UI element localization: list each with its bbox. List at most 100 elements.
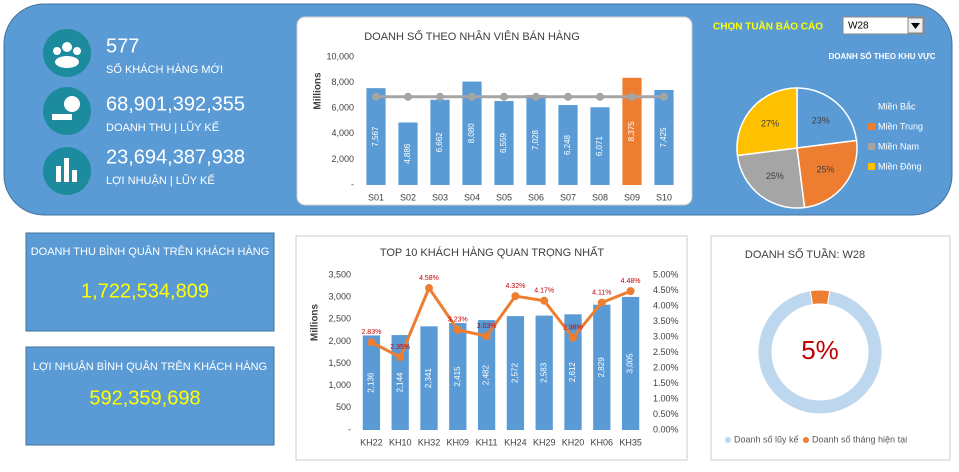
line-value-label: 4.58% [419, 275, 439, 282]
bar-value-label: 4,886 [403, 143, 412, 164]
line-marker [660, 92, 668, 101]
bar-value-label: 2,482 [482, 364, 491, 385]
line-value-label: 4.17% [534, 288, 554, 295]
y-axis-label: Millions [310, 303, 321, 341]
bar-value-label: 2,144 [395, 372, 404, 393]
chart-panel [710, 235, 951, 461]
x-tick-label: S05 [496, 192, 512, 202]
line-value-label: 4.11% [592, 289, 611, 296]
bar-value-label: 2,341 [424, 368, 433, 389]
x-tick-label: S07 [560, 192, 576, 202]
kpi-label: LỢI NHUẬN | LŨY KẾ [106, 174, 215, 187]
y-tick-label: - [348, 424, 351, 434]
legend-swatch [868, 123, 875, 130]
legend-label: Miền Nam [878, 141, 919, 151]
average-card [25, 346, 275, 446]
x-tick-label: S01 [368, 192, 384, 202]
y-axis-label: Millions [313, 72, 324, 110]
kpi-label: SỐ KHÁCH HÀNG MỚI [106, 62, 223, 76]
line-marker [425, 284, 433, 293]
average-card [25, 232, 275, 332]
bar [558, 105, 578, 185]
chart-title: DOANH SỐ THEO NHÂN VIÊN BÁN HÀNG [364, 29, 580, 43]
line-marker [564, 92, 572, 101]
y2-tick-label: 4.50% [653, 285, 679, 295]
bar [593, 304, 611, 430]
bar-value-label: 6,559 [499, 132, 508, 153]
icon-glyphs [52, 42, 81, 182]
legend-swatch [803, 437, 809, 443]
legend-label: Doanh số lũy kế [734, 434, 799, 444]
y-tick-label: - [351, 179, 354, 189]
y-tick-label: 1,500 [328, 358, 351, 368]
line-marker [626, 287, 635, 296]
line-value-label: 2.98% [563, 324, 583, 331]
x-tick-label: KH22 [360, 437, 383, 447]
x-tick-label: KH24 [504, 437, 527, 447]
line-marker [628, 92, 636, 101]
y-tick-label: 3,500 [328, 269, 351, 279]
slice-label: 25% [766, 171, 784, 181]
pie-slice [736, 147, 806, 209]
selected-week[interactable]: W28 [848, 21, 869, 32]
bar-value-label: 6,248 [563, 134, 572, 155]
x-tick-label: S10 [656, 192, 672, 202]
x-tick-label: KH10 [389, 437, 412, 447]
x-tick-label: KH35 [619, 437, 642, 447]
kpi-label: DOANH THU | LŨY KẾ [106, 121, 219, 134]
x-tick-label: KH20 [562, 437, 585, 447]
center-label: 5% [801, 335, 839, 365]
bar-value-label: 2,572 [511, 362, 520, 383]
y2-tick-label: 3.50% [653, 316, 679, 326]
y2-tick-label: 2.00% [653, 362, 679, 372]
x-tick-label: S09 [624, 192, 640, 202]
bar [430, 99, 450, 185]
card-value: 1,722,534,809 [81, 280, 209, 302]
line-marker [532, 92, 540, 101]
y-tick-label: 4,000 [331, 128, 354, 138]
x-tick-label: S06 [528, 192, 544, 202]
legend-swatch [868, 143, 875, 150]
legend-swatch [868, 103, 875, 110]
x-tick-label: S08 [592, 192, 608, 202]
x-tick-label: S03 [432, 192, 448, 202]
y2-tick-label: 5.00% [653, 269, 679, 279]
kpi-value: 68,901,392,355 [106, 93, 245, 115]
bar [535, 315, 553, 430]
donut-segment [757, 290, 883, 415]
chart-title: DOANH SỐ TUẦN: W28 [745, 247, 865, 261]
bar-value-label: 6,071 [595, 136, 604, 157]
line-marker [511, 292, 520, 301]
y2-tick-label: 0.00% [653, 424, 679, 434]
card-value: 592,359,698 [89, 387, 200, 409]
legend-label: Miền Đông [878, 161, 922, 171]
y2-tick-label: 0.50% [653, 409, 679, 419]
y-tick-label: 2,000 [331, 154, 354, 164]
bar [506, 316, 525, 430]
line-marker [597, 298, 606, 307]
bar [477, 320, 496, 430]
pie-slice [796, 87, 858, 149]
selector-label: CHỌN TUẦN BÁO CÁO [713, 20, 823, 33]
card-title: DOANH THU BÌNH QUÂN TRÊN KHÁCH HÀNG [31, 245, 270, 258]
bar-value-label: 8,375 [627, 121, 636, 142]
line-marker [482, 332, 491, 341]
y-tick-label: 2,500 [328, 314, 351, 324]
pie-slice [796, 139, 858, 209]
line-marker [500, 92, 508, 101]
line-marker [569, 333, 577, 342]
slice-label: 27% [761, 119, 779, 129]
y-tick-label: 3,000 [328, 292, 351, 302]
line-value-label: 3.03% [477, 323, 497, 330]
bar-value-label: 2,136 [367, 372, 376, 393]
slice-label: 23% [812, 115, 830, 125]
legend-swatch [725, 437, 731, 443]
bar-value-label: 7,425 [659, 127, 668, 148]
bar-value-label: 2,415 [453, 366, 462, 387]
week-dropdown[interactable] [842, 16, 925, 35]
bar-value-label: 7,028 [531, 129, 540, 150]
line-value-label: 2.35% [390, 344, 410, 351]
dropdown-arrow[interactable] [911, 23, 920, 29]
line-marker [596, 92, 604, 101]
y-tick-label: 8,000 [331, 77, 354, 87]
